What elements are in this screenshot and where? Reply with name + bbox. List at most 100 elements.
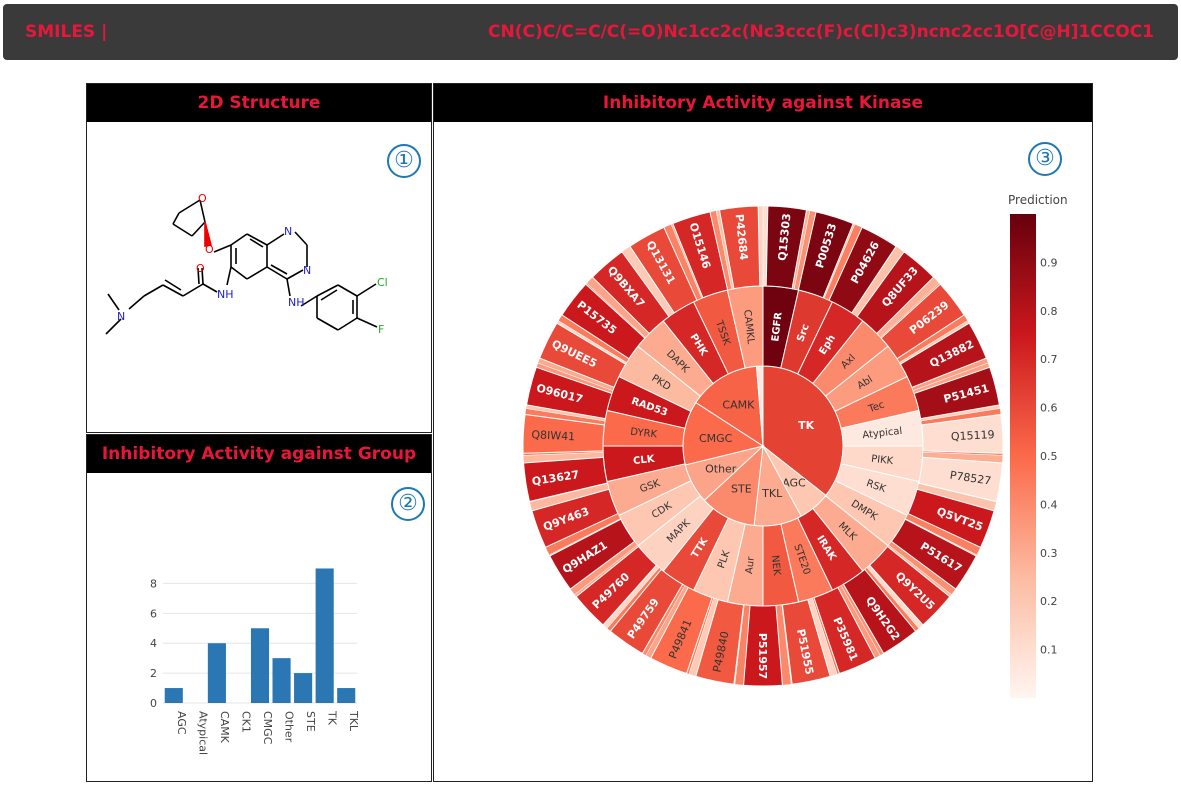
structure-title: 2D Structure: [87, 84, 431, 122]
atom-o-thf: O: [198, 192, 207, 205]
sunburst-kinase-q9bxa7[interactable]: [591, 251, 670, 335]
sunburst-kinase-p42684[interactable]: [718, 205, 761, 290]
sunburst-kinase-p49841[interactable]: [650, 586, 713, 675]
colorbar-tick: 0.4: [1040, 498, 1058, 511]
bar-other[interactable]: [272, 658, 291, 703]
y-tick-label: 0: [150, 697, 157, 710]
atom-o-carbonyl: O: [196, 262, 205, 275]
sunburst-kinase-q13882[interactable]: [899, 322, 987, 389]
x-tick-label: CMGC: [261, 711, 274, 745]
sunburst-label: Q15119: [951, 428, 995, 443]
y-tick-label: 4: [150, 637, 157, 650]
sunburst-label: Q15303: [776, 213, 794, 262]
sunburst-kinase-q9y463[interactable]: [531, 488, 619, 548]
sunburst-kinase-o15146[interactable]: [672, 211, 729, 299]
bar-ste[interactable]: [294, 673, 313, 703]
sunburst-label: P42684: [733, 213, 751, 261]
colorbar-title: Prediction: [1008, 193, 1068, 207]
kinase-panel: Inhibitory Activity against Kinase ③ TK A…: [433, 83, 1093, 782]
colorbar-tick: 0.1: [1040, 644, 1058, 657]
group-panel: Inhibitory Activity against Group ② 0 2 4 6…: [86, 434, 432, 782]
smiles-string[interactable]: CN(C)C/C=C/C(=O)Nc1cc2c(Nc3ccc(F)c(Cl)c3…: [488, 22, 1154, 42]
sunburst-label: TKL: [761, 487, 783, 500]
group-bar-chart[interactable]: 0 2 4 6 8 AGC Atypical CAMK CK1 CMGC Other STE TK TKL: [87, 473, 431, 781]
x-tick-label: AGC: [175, 711, 188, 735]
sunburst-kinase-q8uf33[interactable]: [856, 251, 935, 335]
atom-o-ether: O: [205, 243, 214, 256]
sunburst-kinase-p06239[interactable]: [880, 283, 965, 360]
atom-f: F: [378, 323, 384, 336]
sunburst-kinase-q13627[interactable]: [523, 456, 608, 503]
bar-camk[interactable]: [207, 643, 226, 703]
bar-agc[interactable]: [164, 688, 183, 703]
badge-3: ③: [1028, 142, 1062, 176]
sunburst-kinase-p51957[interactable]: [743, 604, 783, 687]
sunburst-kinase-p35981[interactable]: [813, 586, 876, 675]
sunburst-label: Q8IW41: [531, 428, 575, 443]
group-title: Inhibitory Activity against Group: [87, 435, 431, 473]
sunburst-label: CAMK: [722, 399, 755, 412]
sunburst-kinase-p04626[interactable]: [828, 226, 897, 314]
colorbar-tick: 0.8: [1040, 305, 1058, 318]
sunburst-label: Atypical: [862, 426, 903, 441]
atom-nh-amide: NH: [217, 288, 234, 301]
x-tick-label: CK1: [239, 711, 252, 733]
smiles-bar: SMILES | CN(C)C/C=C/C(=O)Nc1cc2c(Nc3ccc(…: [3, 4, 1178, 60]
sunburst-kinase-q9haz1[interactable]: [549, 518, 636, 590]
y-tick-label: 6: [150, 607, 157, 620]
atom-n-dimethyl: N: [117, 310, 125, 323]
sunburst-label: AGC: [782, 477, 806, 490]
colorbar: [1010, 214, 1036, 698]
sunburst-kinase-p51617[interactable]: [890, 518, 977, 590]
sunburst-label: PIKK: [871, 454, 895, 467]
sunburst-label: NEK: [769, 555, 782, 577]
smiles-label: SMILES |: [25, 22, 108, 42]
sunburst-label: TK: [798, 419, 815, 432]
sunburst-label: CAMKL: [741, 309, 756, 345]
bar-tk[interactable]: [315, 568, 334, 703]
x-tick-label: TK: [326, 710, 339, 726]
atom-cl: Cl: [377, 276, 388, 289]
sunburst-label: P51957: [756, 633, 769, 679]
colorbar-tick: 0.9: [1040, 256, 1058, 269]
sunburst-kinase-q9h2g2[interactable]: [842, 568, 917, 655]
sunburst-kinase-q8iw41[interactable]: [522, 413, 605, 454]
sunburst-label: EGFR: [770, 311, 784, 342]
colorbar-tick: 0.6: [1040, 402, 1058, 415]
colorbar-tick: 0.5: [1040, 450, 1058, 463]
sunburst-kinase-q5vt25[interactable]: [907, 488, 995, 548]
sunburst-kinase-p51451[interactable]: [913, 366, 1001, 420]
sunburst-label: Aur: [744, 555, 757, 574]
colorbar-tick: 0.3: [1040, 547, 1058, 560]
sunburst-kinase-p49840[interactable]: [695, 598, 745, 685]
structure-panel: 2D Structure ①: [86, 83, 432, 433]
colorbar-tick: 0.7: [1040, 353, 1058, 366]
sunburst-label: CMGC: [699, 432, 733, 445]
kinase-title: Inhibitory Activity against Kinase: [434, 84, 1092, 122]
sunburst-label: DYRK: [630, 427, 658, 441]
bar-cmgc[interactable]: [250, 628, 270, 703]
sunburst-kinase-q9y2u5[interactable]: [868, 545, 951, 626]
bar-tkl[interactable]: [337, 688, 356, 703]
sunburst-kinase-p00533[interactable]: [797, 211, 854, 299]
sunburst-kinase-o96017[interactable]: [525, 366, 613, 420]
sunburst-kinase-q9uee5[interactable]: [539, 322, 627, 389]
sunburst-label: Tec: [866, 399, 886, 415]
sunburst-kinase-p49759[interactable]: [609, 568, 684, 655]
sunburst-kinase-p78527[interactable]: [918, 456, 1003, 503]
sunburst-kinase-q13131[interactable]: [629, 226, 698, 314]
sunburst-kinase-p51955[interactable]: [781, 598, 831, 685]
molecule-drawing: O O O N N NH NH N Cl F: [105, 192, 388, 336]
y-tick-label: 8: [150, 577, 157, 590]
sunburst-kinase-q15303[interactable]: [765, 205, 808, 290]
atom-n-1: N: [284, 225, 292, 238]
sunburst-kinase-q15119[interactable]: [921, 413, 1004, 454]
badge-1: ①: [387, 144, 421, 178]
sunburst-kinase-p49760[interactable]: [575, 545, 658, 626]
atom-n-2: N: [303, 264, 311, 277]
sunburst-kinase-p15735[interactable]: [561, 283, 646, 360]
x-tick-label: Atypical: [196, 711, 209, 755]
sunburst-label: CLK: [633, 454, 657, 467]
x-tick-label: TKL: [347, 710, 360, 732]
